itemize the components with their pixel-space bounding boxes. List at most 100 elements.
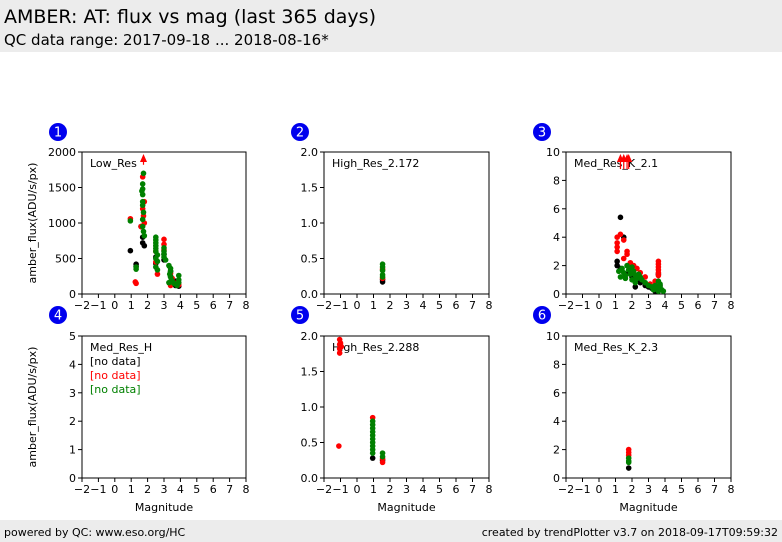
x-tick-label: −2 <box>558 483 574 496</box>
panel-badge-number: 2 <box>296 126 304 141</box>
x-tick-label: 4 <box>662 299 669 312</box>
x-tick-label: 2 <box>144 299 151 312</box>
x-tick-label: 3 <box>161 483 168 496</box>
y-tick-label: 2000 <box>48 146 76 159</box>
plot-panel-1: 1−2 −1 0 1 2 3 4 5 6 7 80500100015002000amber_flux… <box>26 123 250 312</box>
y-tick-label: 0 <box>553 472 560 485</box>
x-tick-label: −1 <box>332 299 348 312</box>
footer-bar: powered by QC: www.eso.org/HC created by… <box>0 520 782 542</box>
x-tick-label: 3 <box>161 299 168 312</box>
data-point-black <box>625 465 632 471</box>
x-tick-label: 6 <box>695 483 702 496</box>
data-point-red <box>154 271 161 277</box>
y-tick-label: 1.0 <box>301 217 319 230</box>
data-point-red <box>614 248 620 255</box>
x-tick-label: 0 <box>354 299 361 312</box>
y-tick-label: 8 <box>553 174 560 187</box>
y-tick-label: 10 <box>546 330 560 343</box>
x-tick-label: −1 <box>574 299 590 312</box>
data-point-red <box>614 240 620 246</box>
x-tick-label: 7 <box>711 299 718 312</box>
data-point-green <box>154 258 161 265</box>
x-tick-label: 1 <box>370 299 377 312</box>
axes-frame <box>323 335 490 479</box>
x-tick-label: 3 <box>645 299 652 312</box>
y-tick-label: 6 <box>553 203 560 216</box>
axes-frame <box>565 335 732 479</box>
y-axis-label: amber_flux(ADU/s/px) <box>26 163 39 284</box>
y-tick-label: 1 <box>69 444 76 457</box>
x-tick-label: 7 <box>226 483 233 496</box>
data-point-red <box>133 280 139 287</box>
panel-label: Med_Res_H <box>90 341 152 354</box>
page-subtitle: QC data range: 2017-09-18 ... 2018-08-16… <box>4 31 329 49</box>
out-of-range-arrowhead <box>140 154 147 162</box>
x-tick-label: 4 <box>420 299 427 312</box>
axes-frame <box>323 151 490 295</box>
x-tick-label: 5 <box>436 299 443 312</box>
data-point-red <box>336 350 343 356</box>
data-point-green <box>139 181 146 187</box>
x-tick-label: 3 <box>403 483 410 496</box>
data-point-black <box>127 247 134 254</box>
y-tick-label: 1000 <box>48 217 76 230</box>
data-point-green <box>140 228 147 235</box>
panel-label: Med_Res_K_2.3 <box>574 341 658 354</box>
x-tick-label: 8 <box>486 299 493 312</box>
plot-panel-4: 4−2 −1 0 1 2 3 4 5 6 7 8012345amber_flux(ADU/s/px)… <box>26 306 250 514</box>
panel-label: Med_Res_K_2.1 <box>574 157 658 170</box>
y-tick-label: 6 <box>553 387 560 400</box>
y-tick-label: 0.5 <box>301 253 319 266</box>
data-point-red <box>614 244 620 250</box>
x-tick-label: 8 <box>243 299 250 312</box>
y-tick-label: 0 <box>553 288 560 301</box>
data-point-green <box>140 170 147 177</box>
x-tick-label: 7 <box>711 483 718 496</box>
page-title: AMBER: AT: flux vs mag (last 365 days) <box>4 6 376 28</box>
data-point-green <box>632 279 639 286</box>
y-tick-label: 2.0 <box>301 330 319 343</box>
x-tick-label: 1 <box>128 483 135 496</box>
x-tick-label: 8 <box>486 483 493 496</box>
y-tick-label: 1.5 <box>301 182 319 195</box>
x-tick-label: −2 <box>558 299 574 312</box>
data-point-green <box>141 232 148 239</box>
x-tick-label: −1 <box>332 483 348 496</box>
data-point-black <box>369 455 376 461</box>
footer-created-by: created by trendPlotter v3.7 on 2018-09-… <box>481 526 778 539</box>
y-tick-label: 0.5 <box>301 437 319 450</box>
x-tick-label: 2 <box>629 483 636 496</box>
data-point-green <box>660 288 667 294</box>
x-tick-label: 1 <box>612 299 619 312</box>
x-tick-label: 0 <box>111 483 118 496</box>
data-point-green <box>379 267 386 274</box>
data-point-green <box>379 453 386 460</box>
data-point-red <box>655 272 662 279</box>
data-point-green <box>162 257 169 263</box>
y-tick-label: 0 <box>69 472 76 485</box>
x-tick-label: 8 <box>728 299 735 312</box>
y-tick-label: 4 <box>553 231 560 244</box>
y-tick-label: 2.0 <box>301 146 319 159</box>
data-point-green <box>166 279 172 286</box>
y-tick-label: 3 <box>69 387 76 400</box>
y-tick-label: 4 <box>553 415 560 428</box>
data-point-black <box>617 214 624 221</box>
data-point-green <box>127 218 134 224</box>
panel-badge <box>49 123 67 141</box>
x-tick-label: 2 <box>629 299 636 312</box>
data-point-red <box>338 343 345 350</box>
y-tick-label: 1.0 <box>301 401 319 414</box>
x-tick-label: 4 <box>177 483 184 496</box>
y-tick-label: 5 <box>69 330 76 343</box>
panel-badge-number: 5 <box>296 309 304 324</box>
data-point-red <box>161 236 167 243</box>
data-point-black <box>141 242 148 249</box>
data-point-green <box>630 268 637 275</box>
x-tick-label: −1 <box>90 299 106 312</box>
x-tick-label: 5 <box>436 483 443 496</box>
panel-label: High_Res_2.172 <box>332 157 419 170</box>
x-tick-label: −1 <box>574 483 590 496</box>
x-tick-label: 0 <box>596 483 603 496</box>
